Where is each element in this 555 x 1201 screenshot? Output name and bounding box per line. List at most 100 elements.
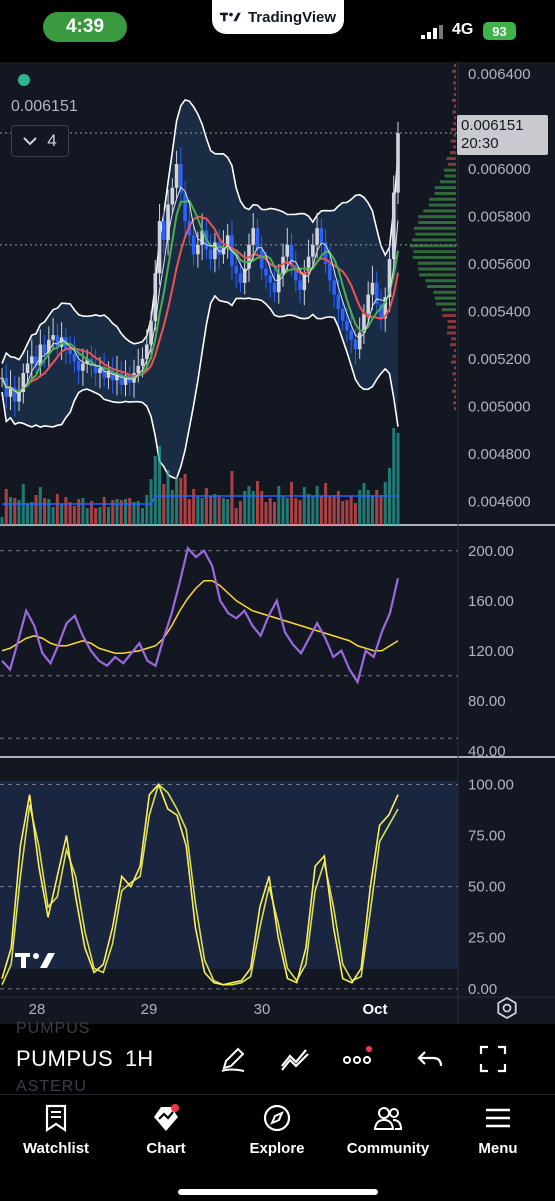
fullscreen-icon[interactable] <box>478 1044 508 1074</box>
chart-canvas[interactable]: 0.0064000.0062000.0060000.0058000.005600… <box>0 62 555 1024</box>
market-status-dot[interactable] <box>18 74 30 86</box>
chart-area[interactable]: 0.0064000.0062000.0060000.0058000.005600… <box>0 62 555 1024</box>
candle-body <box>149 320 153 345</box>
volume-profile-bar <box>454 87 456 91</box>
last-price-label: 0.006151 <box>11 98 78 115</box>
candle-body <box>264 268 268 276</box>
more-options-icon[interactable] <box>342 1044 372 1074</box>
stoch-tick-label: 100.00 <box>468 776 514 793</box>
volume-profile-bar <box>453 133 456 137</box>
candle-body <box>362 313 366 333</box>
candle-body <box>323 242 328 264</box>
candle-body <box>217 242 221 255</box>
volume-profile-bar <box>447 331 456 335</box>
volume-bar <box>0 517 4 525</box>
nav-label: Chart <box>146 1140 186 1157</box>
volume-profile-bar <box>454 75 456 79</box>
cci-tick-label: 40.00 <box>468 743 506 760</box>
stoch-tick-label: 25.00 <box>468 930 506 947</box>
candle-body <box>102 368 106 378</box>
candle-body <box>34 356 38 366</box>
ma-mid <box>1 186 399 396</box>
volume-bar <box>98 507 102 525</box>
volume-bar <box>302 487 306 525</box>
bollinger-lower <box>1 294 399 480</box>
volume-profile-bar <box>450 343 456 347</box>
volume-bar <box>85 508 89 525</box>
volume-bar <box>315 486 319 525</box>
cci-tick-label: 80.00 <box>468 693 506 710</box>
ma-slow <box>1 215 399 393</box>
candle-body <box>55 335 60 347</box>
candle-body <box>387 259 392 298</box>
drawing-pen-icon[interactable] <box>218 1044 248 1074</box>
indicators-icon[interactable] <box>280 1044 310 1074</box>
volume-bar <box>379 495 383 525</box>
nav-explore[interactable]: Explore <box>227 1103 327 1163</box>
indicators-collapse-button[interactable]: 4 <box>11 125 69 157</box>
indicator-count: 4 <box>47 131 57 150</box>
price-tick-label: 0.005600 <box>468 256 531 273</box>
candle-body <box>76 361 81 371</box>
candle-body <box>374 282 379 305</box>
volume-bar <box>89 501 93 525</box>
candle-body <box>289 244 294 267</box>
volume-profile-bar <box>447 325 456 329</box>
volume-bar <box>94 508 98 525</box>
volume-bar <box>285 498 289 525</box>
volume-profile-bar <box>449 151 456 155</box>
undo-icon[interactable] <box>415 1044 445 1074</box>
volume-bar <box>362 483 366 525</box>
volume-profile-bar <box>428 203 456 207</box>
volume-profile-bar <box>418 215 456 219</box>
chart-settings-icon[interactable] <box>496 997 518 1019</box>
volume-bar <box>392 428 396 525</box>
nav-chart[interactable]: Chart <box>116 1103 216 1163</box>
signal-icon <box>421 25 443 39</box>
volume-bar <box>170 490 174 525</box>
volume-profile-bar <box>426 284 456 288</box>
volume-profile-bar <box>451 360 456 364</box>
volume-bar <box>332 495 336 525</box>
volume-profile-bar <box>415 232 456 236</box>
symbol-next[interactable]: ASTERU <box>16 1078 87 1095</box>
price-tick-label: 0.005000 <box>468 398 531 415</box>
volume-profile-bar <box>419 273 456 277</box>
symbol-previous[interactable]: PUMPUS <box>16 1020 91 1037</box>
volume-bar <box>13 498 17 525</box>
candle-body <box>42 344 47 355</box>
volume-bar <box>136 501 140 525</box>
volume-profile-bar <box>442 314 456 318</box>
stoch-tick-label: 50.00 <box>468 879 506 896</box>
candle-body <box>119 373 124 385</box>
time-tick-label: 28 <box>29 1001 46 1018</box>
nav-watchlist[interactable]: Watchlist <box>6 1103 106 1163</box>
candle-body <box>12 387 17 402</box>
volume-profile-bar <box>451 337 456 341</box>
candle-body <box>251 228 256 245</box>
candle-body <box>255 228 260 250</box>
nav-community[interactable]: Community <box>338 1103 438 1163</box>
volume-bar <box>307 494 311 525</box>
cci-line <box>1 545 400 685</box>
interval-selector[interactable]: 1H <box>125 1046 154 1071</box>
price-tick-label: 0.006000 <box>468 161 531 178</box>
volume-bar <box>64 497 68 525</box>
candle-body <box>340 308 345 321</box>
volume-bar <box>128 498 132 525</box>
time-pill[interactable]: 4:39 <box>43 12 127 42</box>
tradingview-pill[interactable]: TradingView <box>212 0 344 34</box>
nav-menu[interactable]: Menu <box>448 1103 548 1163</box>
candle-body <box>345 320 349 331</box>
cci-tick-label: 200.00 <box>468 543 514 560</box>
volume-bar <box>81 498 85 525</box>
volume-bar <box>38 487 42 525</box>
volume-profile <box>410 63 456 411</box>
symbol-selector[interactable]: PUMPUS <box>16 1046 114 1071</box>
time-tick-label: 30 <box>254 1001 271 1018</box>
stoch-band <box>0 781 458 969</box>
volume-profile-bar <box>454 348 456 352</box>
volume-bar <box>238 501 242 525</box>
candle-body <box>25 363 30 374</box>
volume-bar <box>273 502 277 525</box>
